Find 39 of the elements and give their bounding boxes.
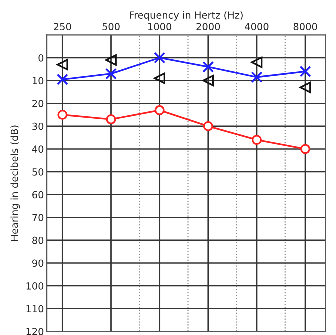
y-tick-label: 120 <box>26 328 44 335</box>
y-tick-label: 40 <box>32 146 44 154</box>
point <box>202 75 214 86</box>
point <box>56 74 68 86</box>
y-tick-label: 80 <box>32 236 44 244</box>
y-tick-label: 0 <box>38 54 44 62</box>
point <box>105 68 118 80</box>
y-tick-label: 30 <box>32 122 44 130</box>
point <box>154 52 166 64</box>
x-tick-label: 4000 <box>245 23 269 31</box>
y-tick-label: 60 <box>32 191 44 199</box>
point <box>56 59 68 71</box>
y-tick-label: 90 <box>32 260 44 268</box>
point <box>106 54 117 66</box>
y-tick-label: 110 <box>26 305 44 313</box>
point <box>251 72 263 84</box>
point <box>300 82 312 94</box>
point <box>154 105 165 116</box>
y-tick-label: 50 <box>32 168 44 176</box>
y-tick-label: 70 <box>32 214 44 222</box>
point <box>202 61 214 73</box>
x-tick-label: 500 <box>102 23 120 31</box>
point <box>300 144 311 154</box>
point <box>106 114 116 125</box>
point <box>58 110 68 120</box>
point <box>252 135 262 146</box>
point <box>300 66 312 78</box>
x-tick-label: 2000 <box>196 23 220 31</box>
x-tick-label: 8000 <box>294 23 318 31</box>
x-axis-title: Frequency in Hertz (Hz) <box>130 11 243 21</box>
point <box>251 56 263 68</box>
x-tick-label: 250 <box>54 23 72 31</box>
point <box>203 121 214 132</box>
y-tick-label: 100 <box>26 282 44 290</box>
y-tick-label: 20 <box>32 100 44 108</box>
x-tick-label: 1000 <box>148 23 172 31</box>
point <box>154 72 166 84</box>
y-axis-title: Hearing in decibels (dB) <box>10 126 20 241</box>
y-tick-label: 10 <box>32 77 44 85</box>
